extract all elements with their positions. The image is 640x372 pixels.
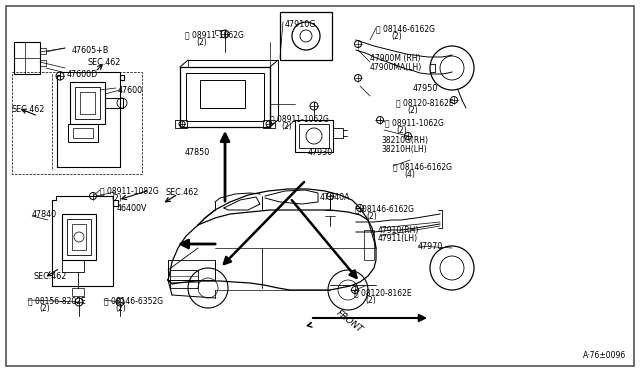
Text: (2): (2)	[396, 126, 407, 135]
Text: Ⓝ 08911-1062G: Ⓝ 08911-1062G	[185, 30, 244, 39]
Text: (2): (2)	[115, 304, 125, 313]
Bar	[364, 230, 374, 260]
Bar	[186, 73, 264, 121]
Bar	[280, 12, 332, 60]
Text: 47910(RH): 47910(RH)	[378, 226, 419, 235]
Bar	[299, 124, 329, 148]
Text: SEC.462: SEC.462	[88, 58, 122, 67]
Bar	[170, 270, 198, 288]
Text: 47910G: 47910G	[285, 20, 317, 29]
Text: Ⓑ 08146-6162G: Ⓑ 08146-6162G	[393, 162, 452, 171]
Text: 38210G(RH): 38210G(RH)	[381, 136, 428, 145]
Text: Ⓑ 08146-6162G: Ⓑ 08146-6162G	[355, 204, 414, 213]
Text: 47900M (RH): 47900M (RH)	[370, 54, 420, 63]
Text: Ⓑ 08120-8162E: Ⓑ 08120-8162E	[396, 98, 454, 107]
Text: 47605+B: 47605+B	[72, 46, 109, 55]
Text: (4): (4)	[404, 170, 415, 179]
Text: 47850: 47850	[185, 148, 211, 157]
Text: (2): (2)	[407, 106, 418, 115]
Bar	[75, 87, 100, 119]
Bar	[295, 120, 333, 152]
Bar	[333, 128, 343, 138]
Text: 47930: 47930	[308, 148, 333, 157]
Bar	[80, 92, 95, 114]
Text: 47900MA(LH): 47900MA(LH)	[370, 63, 422, 72]
Bar	[68, 124, 98, 142]
Bar	[12, 72, 142, 174]
Text: 47640A: 47640A	[320, 193, 351, 202]
Text: Ⓑ 08146-6162G: Ⓑ 08146-6162G	[376, 24, 435, 33]
Text: (2): (2)	[391, 32, 402, 41]
Bar	[72, 224, 86, 250]
Text: 47600D: 47600D	[67, 70, 99, 79]
Text: (2): (2)	[281, 122, 292, 131]
Bar	[180, 67, 270, 127]
Bar	[67, 219, 91, 255]
Text: Ⓝ 08911-1062G: Ⓝ 08911-1062G	[385, 118, 444, 127]
Text: Ⓑ 08156-8202E: Ⓑ 08156-8202E	[28, 296, 86, 305]
Bar	[40, 60, 46, 66]
Text: 47911(LH): 47911(LH)	[378, 234, 418, 243]
Bar	[40, 48, 46, 54]
Bar	[62, 214, 96, 260]
Text: 38210H(LH): 38210H(LH)	[381, 145, 427, 154]
Text: 47600: 47600	[118, 86, 143, 95]
Text: (2): (2)	[39, 304, 50, 313]
Text: (2): (2)	[196, 38, 207, 47]
Bar	[105, 98, 123, 108]
Bar	[175, 120, 187, 128]
Text: (2): (2)	[366, 212, 377, 221]
Text: SEC.462: SEC.462	[33, 272, 67, 281]
Text: Ⓝ 08911-1082G: Ⓝ 08911-1082G	[100, 186, 159, 195]
Text: 46400V: 46400V	[117, 204, 147, 213]
Text: SEC.462: SEC.462	[165, 188, 198, 197]
Text: (2): (2)	[111, 194, 122, 203]
Text: 47840: 47840	[32, 210, 57, 219]
Text: Ⓑ 08120-8162E: Ⓑ 08120-8162E	[354, 288, 412, 297]
Text: SEC.462: SEC.462	[12, 105, 45, 114]
Bar	[200, 80, 245, 108]
Bar	[70, 82, 105, 124]
Text: FRONT: FRONT	[335, 308, 365, 334]
Bar	[73, 128, 93, 138]
Text: Ⓑ 08146-6352G: Ⓑ 08146-6352G	[104, 296, 163, 305]
Bar	[62, 260, 84, 272]
Text: 47950: 47950	[413, 84, 438, 93]
Text: A·76±0096: A·76±0096	[583, 351, 626, 360]
Text: Ⓝ 08911-1062G: Ⓝ 08911-1062G	[270, 114, 329, 123]
Bar	[72, 288, 84, 296]
Bar	[263, 120, 275, 128]
Bar	[14, 42, 40, 74]
Text: 47970: 47970	[418, 242, 444, 251]
Text: (2): (2)	[365, 296, 376, 305]
